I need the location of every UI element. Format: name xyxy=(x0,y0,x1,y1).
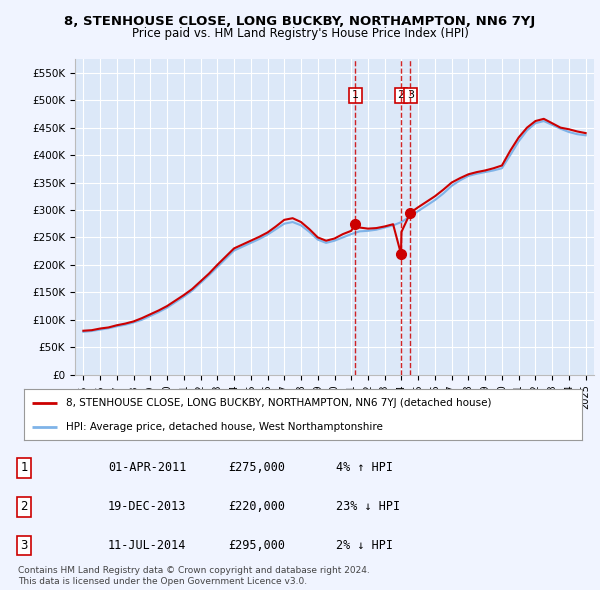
Text: £295,000: £295,000 xyxy=(228,539,285,552)
Text: 1: 1 xyxy=(20,461,28,474)
Text: 2: 2 xyxy=(397,90,404,100)
Text: 4% ↑ HPI: 4% ↑ HPI xyxy=(336,461,393,474)
Text: 23% ↓ HPI: 23% ↓ HPI xyxy=(336,500,400,513)
Text: £220,000: £220,000 xyxy=(228,500,285,513)
Text: 8, STENHOUSE CLOSE, LONG BUCKBY, NORTHAMPTON, NN6 7YJ (detached house): 8, STENHOUSE CLOSE, LONG BUCKBY, NORTHAM… xyxy=(66,398,491,408)
Text: 3: 3 xyxy=(407,90,414,100)
Text: 11-JUL-2014: 11-JUL-2014 xyxy=(108,539,187,552)
Text: Price paid vs. HM Land Registry's House Price Index (HPI): Price paid vs. HM Land Registry's House … xyxy=(131,27,469,40)
Text: 8, STENHOUSE CLOSE, LONG BUCKBY, NORTHAMPTON, NN6 7YJ: 8, STENHOUSE CLOSE, LONG BUCKBY, NORTHAM… xyxy=(64,15,536,28)
Text: 19-DEC-2013: 19-DEC-2013 xyxy=(108,500,187,513)
Text: 01-APR-2011: 01-APR-2011 xyxy=(108,461,187,474)
Text: 2% ↓ HPI: 2% ↓ HPI xyxy=(336,539,393,552)
Text: Contains HM Land Registry data © Crown copyright and database right 2024.
This d: Contains HM Land Registry data © Crown c… xyxy=(18,566,370,586)
Text: 1: 1 xyxy=(352,90,359,100)
Text: HPI: Average price, detached house, West Northamptonshire: HPI: Average price, detached house, West… xyxy=(66,422,383,432)
Text: £275,000: £275,000 xyxy=(228,461,285,474)
Text: 3: 3 xyxy=(20,539,28,552)
Text: 2: 2 xyxy=(20,500,28,513)
